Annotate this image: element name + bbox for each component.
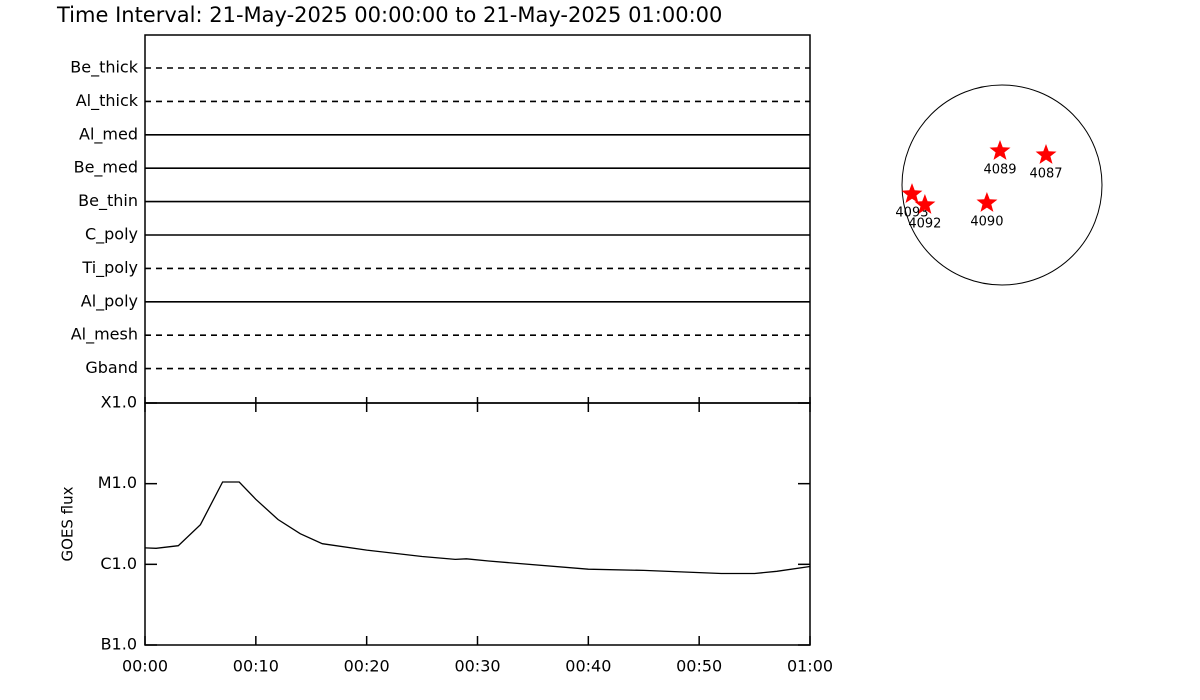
active-region [901,183,923,203]
filter-label: Al_thick [76,91,139,111]
filter-label: Be_thick [70,58,138,78]
filter-label: Al_poly [81,291,138,311]
x-tick-label: 01:00 [787,657,833,676]
y-axis-label: GOES flux [59,486,77,561]
region-label: 4089 [983,162,1016,177]
filter-label: Be_med [74,158,138,178]
x-tick-label: 00:00 [122,657,168,676]
solar-disk [901,84,1103,286]
filter-label: Ti_poly [81,258,138,278]
goes-frame [144,402,811,646]
region-label: 4090 [970,215,1003,230]
region-label: 4087 [1029,166,1062,181]
active-region [976,192,998,212]
filter-label: C_poly [85,225,138,245]
timeline-frame [144,34,811,404]
filter-label: Al_mesh [71,325,138,345]
x-tick-label: 00:30 [454,657,500,676]
active-region [1035,144,1057,164]
chart-title: Time Interval: 21-May-2025 00:00:00 to 2… [56,3,722,27]
goes-curve [144,481,811,575]
x-tick-label: 00:50 [676,657,722,676]
region-label: 4092 [908,217,941,232]
y-tick-label: B1.0 [101,635,137,654]
filter-label: Gband [85,358,138,377]
filter-label: Al_med [79,124,138,144]
y-tick-label: C1.0 [100,554,137,573]
x-tick-label: 00:20 [344,657,390,676]
x-tick-label: 00:40 [565,657,611,676]
y-tick-label: X1.0 [101,393,137,412]
y-tick-label: M1.0 [98,473,137,492]
active-region [989,140,1011,160]
x-tick-label: 00:10 [233,657,279,676]
active-region [914,194,936,214]
filter-label: Be_thin [78,191,138,211]
